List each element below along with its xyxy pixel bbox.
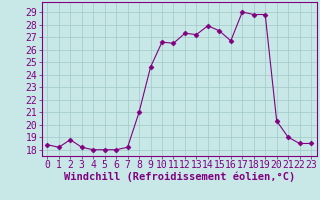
X-axis label: Windchill (Refroidissement éolien,°C): Windchill (Refroidissement éolien,°C) (64, 172, 295, 182)
